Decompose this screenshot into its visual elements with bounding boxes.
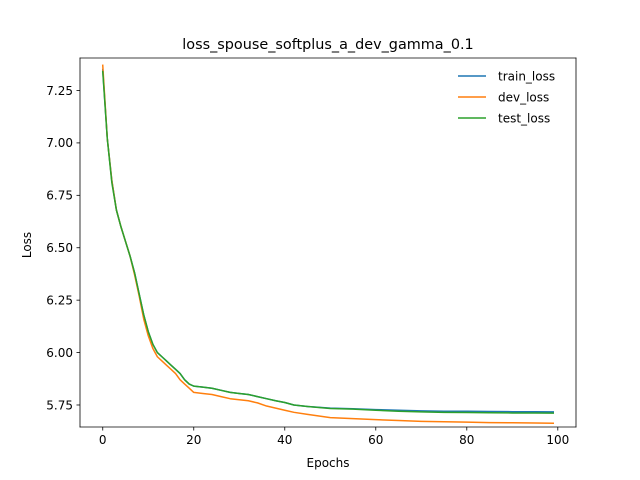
legend-label-dev_loss: dev_loss (498, 90, 549, 104)
x-tick-label: 20 (186, 433, 201, 447)
x-tick-label: 100 (546, 433, 569, 447)
series-line-test_loss (101, 70, 555, 414)
legend-label-train_loss: train_loss (498, 69, 555, 83)
y-tick-label: 6.25 (46, 293, 73, 307)
legend: train_loss dev_loss test_loss (458, 69, 555, 125)
x-tick-label: 60 (368, 433, 383, 447)
x-tick-label: 80 (459, 433, 474, 447)
y-tick-label: 6.50 (46, 241, 73, 255)
y-tick-label: 6.75 (46, 189, 73, 203)
x-tick-label: 0 (99, 433, 107, 447)
series-layer (101, 64, 555, 424)
axes-layer: 0 20 40 60 80 100 5.75 6.00 6.25 6.50 6.75 7.00 7.25 (46, 57, 577, 447)
x-axis-label: Epochs (307, 456, 350, 470)
y-tick-label: 7.00 (46, 136, 73, 150)
legend-label-test_loss: test_loss (498, 111, 550, 125)
chart-title: loss_spouse_softplus_a_dev_gamma_0.1 (182, 37, 473, 53)
x-tick-label: 40 (277, 433, 292, 447)
y-tick-label: 7.25 (46, 84, 73, 98)
y-axis-label: Loss (20, 232, 34, 258)
y-tick-label: 5.75 (46, 398, 73, 412)
y-tick-label: 6.00 (46, 346, 73, 360)
